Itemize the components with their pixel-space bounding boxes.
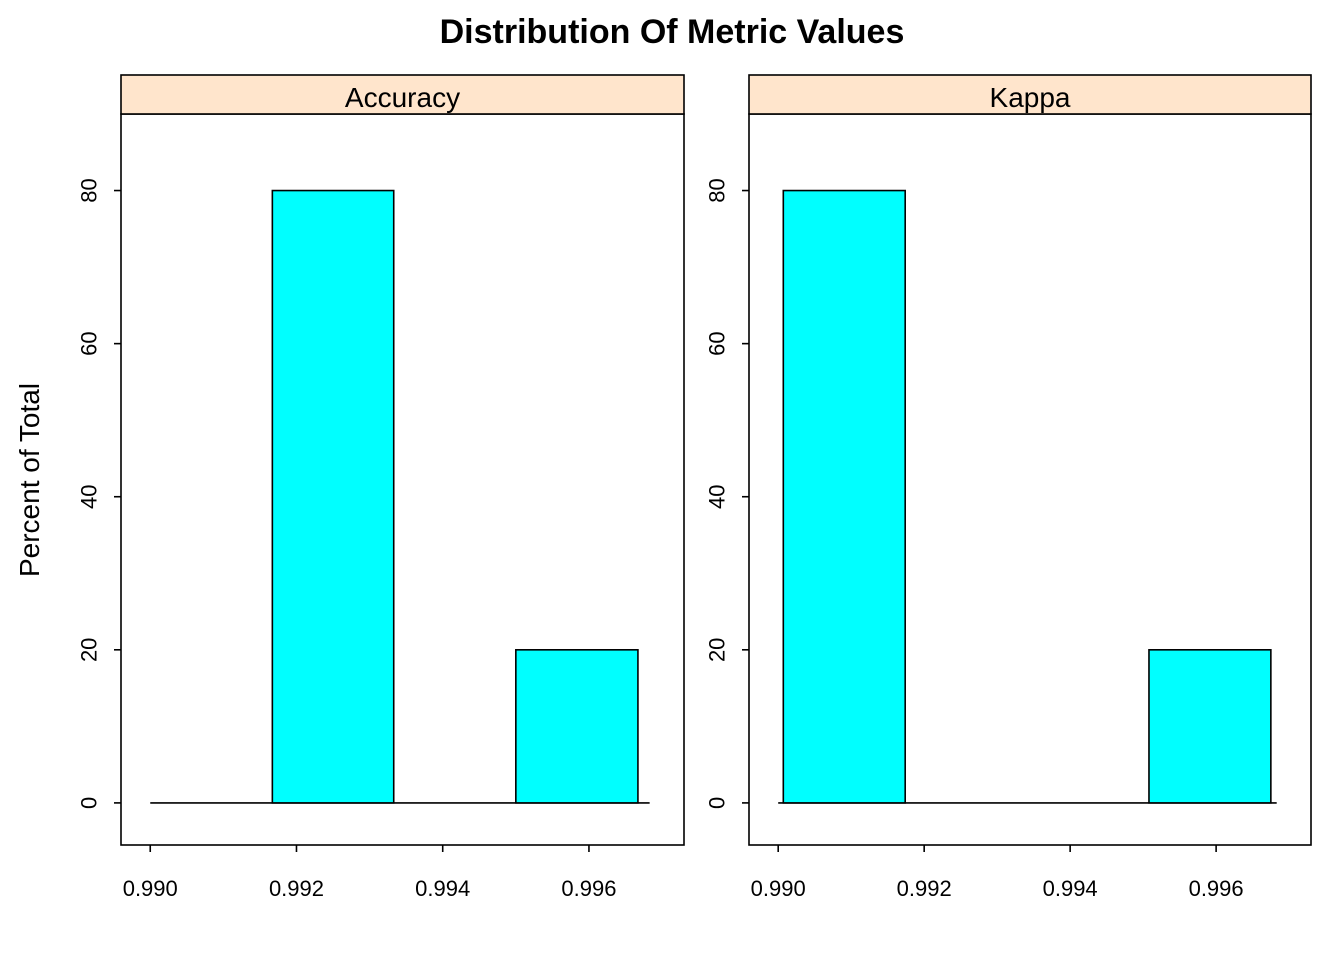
y-tick-label: 60 (77, 331, 102, 355)
x-tick-label: 0.994 (1043, 876, 1098, 901)
strip-label: Accuracy (345, 82, 460, 113)
x-tick-label: 0.994 (415, 876, 470, 901)
strip-header (748, 74, 1312, 115)
chart-title: Distribution Of Metric Values (440, 13, 905, 51)
bar (782, 189, 906, 804)
x-tick-label: 0.996 (561, 876, 616, 901)
strip-header (120, 74, 685, 115)
bar (515, 649, 639, 804)
y-tick-label: 0 (705, 797, 730, 809)
x-tick-label: 0.996 (1189, 876, 1244, 901)
y-tick-label: 40 (77, 484, 102, 508)
x-tick-label: 0.992 (269, 876, 324, 901)
panel-kappa: Kappa 0 20 40 60 80 0.990 0.992 0.994 0.996 (705, 74, 1312, 901)
y-tick-label: 40 (705, 484, 730, 508)
y-tick-label: 80 (77, 178, 102, 202)
bar (271, 189, 395, 804)
x-tick-label: 0.992 (897, 876, 952, 901)
bar (1148, 649, 1272, 804)
y-tick-label: 20 (705, 638, 730, 662)
y-tick-label: 20 (77, 638, 102, 662)
y-tick-label: 80 (705, 178, 730, 202)
y-tick-label: 0 (77, 797, 102, 809)
x-tick-label: 0.990 (123, 876, 178, 901)
y-tick-label: 60 (705, 331, 730, 355)
strip-label: Kappa (990, 82, 1071, 113)
x-tick-label: 0.990 (751, 876, 806, 901)
y-axis-label: Percent of Total (14, 383, 45, 577)
panel-accuracy: Accuracy 0 20 40 60 80 0.990 0.992 0.994 0.996 (77, 74, 685, 901)
